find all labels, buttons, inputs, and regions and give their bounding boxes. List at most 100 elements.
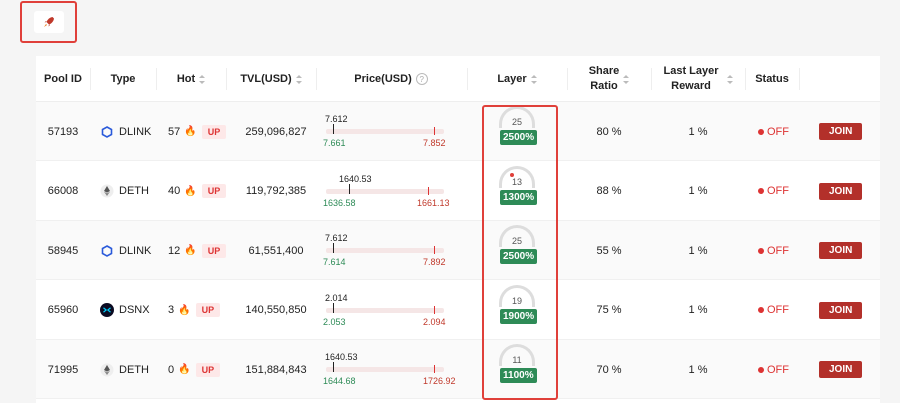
status-dot-icon: [758, 128, 764, 135]
price-range: 2.014 2.053 2.094: [318, 281, 468, 340]
layer-number: 25: [511, 117, 522, 127]
table-row: 58945 DLINK 12 🔥 UP 61,551,400 7.612 7.6…: [36, 221, 880, 281]
action-cell: JOIN: [819, 162, 879, 221]
status-label: OFF: [767, 304, 789, 317]
action-cell: JOIN: [819, 340, 879, 399]
tvl-value: 151,884,843: [245, 363, 307, 376]
layer-percent-badge: 2500%: [500, 249, 538, 265]
status-dot-icon: [758, 188, 764, 195]
flame-icon: 🔥: [184, 185, 197, 197]
header-pool-id: Pool ID: [44, 72, 82, 85]
share-ratio: 88 %: [596, 185, 622, 198]
price-low: 7.614: [323, 257, 346, 268]
layer-number: 13: [511, 176, 522, 187]
layer-cell: 13 1300%: [484, 162, 564, 221]
price-range: 1640.53 1644.68 1726.92: [318, 340, 468, 399]
price-high: 1726.92: [423, 376, 456, 387]
join-button[interactable]: JOIN: [819, 242, 863, 260]
price-high-marker: [434, 305, 435, 314]
sort-icon[interactable]: [530, 74, 537, 84]
flame-icon: 🔥: [184, 126, 197, 137]
price-high: 7.852: [423, 138, 446, 148]
status-label: OFF: [767, 244, 789, 257]
price-range: 7.612 7.614 7.892: [318, 221, 468, 280]
share-ratio: 70 %: [596, 363, 622, 376]
join-button[interactable]: JOIN: [819, 123, 863, 140]
table-header: Pool ID Type Hot TVL(USD) Price(USD)? La…: [36, 56, 880, 102]
pool-table: Pool ID Type Hot TVL(USD) Price(USD)? La…: [36, 56, 880, 403]
price-high-marker: [428, 186, 429, 195]
hot-cell: 0 🔥 UP: [168, 340, 238, 399]
status-cell: OFF: [758, 221, 812, 280]
pool-id: 65960: [47, 304, 79, 317]
status-label: OFF: [767, 125, 789, 138]
price-low: 1636.58: [323, 197, 356, 208]
type-cell: DLINK: [100, 102, 166, 161]
share-ratio: 75 %: [596, 304, 622, 317]
sort-icon[interactable]: [726, 74, 733, 84]
layer-number: 19: [511, 295, 522, 306]
rocket-icon: [44, 17, 54, 27]
snx-icon: [100, 303, 114, 318]
price-low: 1644.68: [323, 376, 356, 387]
layer-cell: 11 1100%: [484, 340, 564, 399]
status-dot-icon: [758, 307, 764, 314]
price-current: 7.612: [325, 233, 348, 244]
table-row: 65960 DSNX 3 🔥 UP 140,550,850 2.014 2.05…: [36, 281, 880, 340]
dlink-icon: [100, 244, 114, 258]
status-dot-icon: [758, 247, 764, 254]
hot-cell: 3 🔥 UP: [168, 281, 238, 340]
price-marker: [333, 243, 334, 254]
type-cell: DETH: [100, 340, 166, 399]
header-tvl[interactable]: TVL(USD): [226, 56, 316, 102]
table-body: 57193 DLINK 57 🔥 UP 259,096,827 7.612 7.…: [36, 102, 880, 403]
price-low: 2.053: [323, 316, 346, 327]
header-layer[interactable]: Layer: [467, 56, 567, 102]
status-dot-icon: [758, 366, 764, 373]
header-last-layer-reward[interactable]: Last Layer Reward: [651, 56, 745, 102]
action-cell: JOIN: [819, 102, 879, 161]
join-button[interactable]: JOIN: [819, 361, 863, 379]
join-button[interactable]: JOIN: [819, 182, 863, 200]
sort-icon[interactable]: [295, 74, 302, 84]
sort-icon[interactable]: [199, 74, 206, 84]
price-high: 1661.13: [417, 197, 450, 208]
info-icon[interactable]: ?: [415, 73, 428, 85]
up-badge: UP: [201, 243, 227, 258]
up-badge: UP: [195, 362, 221, 377]
price-bar: [326, 307, 444, 313]
layer-number: 11: [512, 355, 522, 366]
dlink-icon: [100, 125, 114, 139]
share-ratio: 80 %: [596, 125, 622, 138]
type-label: DSNX: [119, 304, 150, 317]
price-high-marker: [434, 246, 435, 255]
layer-highlight-frame: [482, 105, 558, 400]
hot-count: 12: [168, 244, 181, 257]
price-marker: [333, 124, 334, 134]
up-badge: UP: [201, 124, 227, 139]
share-ratio: 55 %: [596, 244, 622, 257]
flame-icon: 🔥: [178, 364, 191, 376]
up-badge: UP: [195, 303, 221, 318]
sort-icon[interactable]: [623, 74, 630, 84]
type-cell: DSNX: [100, 281, 166, 340]
layer-gauge: [499, 225, 535, 248]
hot-count: 3: [168, 304, 175, 317]
tvl-value: 119,792,385: [245, 185, 307, 198]
header-hot[interactable]: Hot: [156, 56, 226, 102]
hot-cell: 57 🔥 UP: [168, 102, 238, 161]
type-cell: DLINK: [100, 221, 166, 280]
join-button[interactable]: JOIN: [819, 301, 863, 319]
last-layer-reward: 1 %: [688, 244, 708, 257]
header-share-ratio[interactable]: Share Ratio: [567, 56, 651, 102]
price-bar: [326, 248, 444, 254]
table-row: 66008 DETH 40 🔥 UP 119,792,385 1640.53 1…: [36, 162, 880, 221]
price-bar: [326, 367, 444, 373]
flame-icon: 🔥: [184, 245, 197, 257]
price-current: 2.014: [325, 292, 348, 303]
price-high-marker: [434, 127, 435, 135]
price-current: 1640.53: [339, 173, 372, 184]
price-bar: [326, 129, 444, 134]
type-label: DETH: [119, 363, 149, 376]
rocket-button[interactable]: [34, 11, 64, 33]
